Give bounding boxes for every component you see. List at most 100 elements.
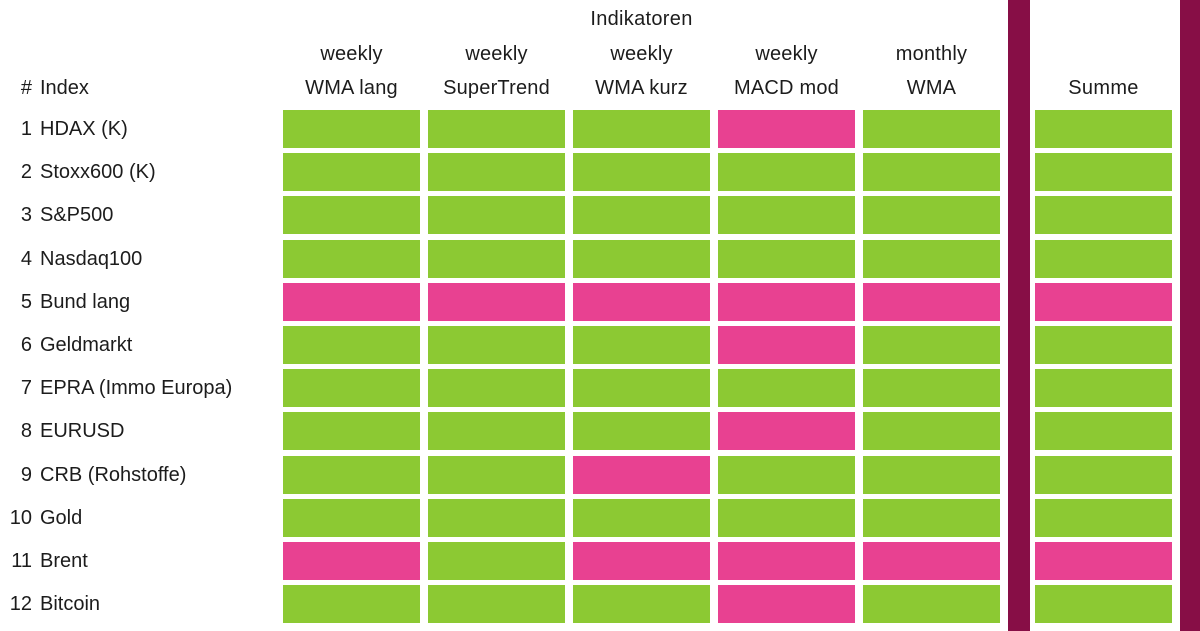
index-column-header: Index (40, 77, 89, 99)
row-number: 5 (20, 290, 32, 313)
row-label: Brent (40, 550, 88, 572)
row-number: 2 (20, 161, 32, 184)
row-number: 9 (20, 463, 32, 486)
signal-cell-green (863, 412, 1000, 451)
signal-cell-pink (573, 282, 710, 321)
signal-cell-green (428, 412, 565, 451)
summe-separator-bar (1008, 0, 1030, 631)
column-header-name: WMA (906, 77, 957, 99)
table-row: 2 Stoxx600 (K) (0, 153, 1200, 192)
summe-cell-green (1035, 455, 1172, 494)
column-header-period: weekly (465, 43, 528, 65)
signal-cell-pink (863, 282, 1000, 321)
signal-cell-green (428, 110, 565, 148)
row-number: 11 (11, 550, 32, 572)
row-label: Bitcoin (40, 593, 101, 616)
signal-cell-green (283, 153, 420, 192)
summe-cell-green (1035, 412, 1172, 451)
row-number: 7 (20, 377, 32, 400)
row-number: 3 (20, 204, 32, 227)
signal-cell-green (718, 153, 855, 192)
row-number: 10 (9, 506, 32, 529)
signal-cell-green (863, 196, 1000, 235)
signal-cell-pink (718, 585, 855, 624)
signal-cell-pink (573, 455, 710, 494)
signal-cell-green (283, 369, 420, 408)
column-header-period: weekly (610, 43, 673, 65)
row-number: 6 (20, 334, 32, 356)
signal-cell-green (863, 239, 1000, 278)
summe-cell-green (1035, 369, 1172, 408)
signal-cell-green (283, 326, 420, 364)
summe-cell-green (1035, 153, 1172, 192)
signal-cell-pink (573, 542, 710, 580)
signal-cell-green (428, 196, 565, 235)
row-number: 8 (20, 420, 32, 443)
signal-cell-green (863, 369, 1000, 408)
signal-cell-pink (718, 412, 855, 451)
signal-cell-green (428, 326, 565, 364)
table-row: 12 Bitcoin (0, 585, 1200, 624)
signal-cell-green (283, 585, 420, 624)
signal-cell-green (428, 585, 565, 624)
signal-cell-green (428, 542, 565, 580)
signal-cell-green (573, 498, 710, 537)
column-header-name: WMA kurz (595, 77, 688, 99)
signal-cell-green (428, 455, 565, 494)
signal-cell-green (718, 498, 855, 537)
signal-cell-green (283, 412, 420, 451)
table-row: 6 Geldmarkt (0, 326, 1200, 364)
signal-cell-green (863, 326, 1000, 364)
signal-cell-green (428, 369, 565, 408)
column-header-period: weekly (755, 43, 818, 65)
table-row: 5 Bund lang (0, 282, 1200, 321)
chart-title: Indikatoren (590, 8, 693, 30)
summe-cell-pink (1035, 282, 1172, 321)
signal-cell-pink (718, 110, 855, 148)
signal-cell-pink (283, 282, 420, 321)
signal-cell-green (573, 196, 710, 235)
signal-cell-pink (718, 326, 855, 364)
signal-cell-green (283, 239, 420, 278)
row-label: CRB (Rohstoffe) (40, 463, 187, 486)
row-label: Geldmarkt (40, 334, 133, 356)
signal-cell-green (428, 239, 565, 278)
right-edge-bar (1180, 0, 1200, 631)
signal-cell-green (283, 455, 420, 494)
summe-cell-green (1035, 585, 1172, 624)
column-header-name: MACD mod (734, 77, 839, 99)
summe-cell-green (1035, 326, 1172, 364)
signal-cell-green (863, 498, 1000, 537)
signal-cell-pink (718, 282, 855, 321)
signal-cell-green (573, 412, 710, 451)
row-label: Stoxx600 (K) (40, 161, 156, 184)
row-label: Nasdaq100 (40, 247, 143, 270)
summe-cell-pink (1035, 542, 1172, 580)
row-label: S&P500 (40, 204, 114, 227)
signal-cell-green (573, 326, 710, 364)
row-label: Gold (40, 506, 83, 529)
number-column-header: # (20, 77, 32, 99)
summe-cell-green (1035, 110, 1172, 148)
table-row: 4 Nasdaq100 (0, 239, 1200, 278)
signal-cell-green (863, 455, 1000, 494)
table-row: 1 HDAX (K) (0, 110, 1200, 148)
signal-cell-green (718, 239, 855, 278)
signal-cell-green (428, 153, 565, 192)
signal-cell-pink (283, 542, 420, 580)
signal-cell-green (573, 239, 710, 278)
signal-cell-green (283, 498, 420, 537)
corner-header: # Index (0, 77, 280, 101)
row-number: 1 (20, 118, 32, 140)
table-row: 7 EPRA (Immo Europa) (0, 369, 1200, 408)
signal-cell-green (718, 196, 855, 235)
row-label: EURUSD (40, 420, 125, 443)
summe-cell-green (1035, 239, 1172, 278)
signal-cell-pink (428, 282, 565, 321)
signal-cell-green (863, 110, 1000, 148)
signal-cell-pink (863, 542, 1000, 580)
row-label: Bund lang (40, 290, 131, 313)
signal-cell-pink (718, 542, 855, 580)
summe-cell-green (1035, 498, 1172, 537)
